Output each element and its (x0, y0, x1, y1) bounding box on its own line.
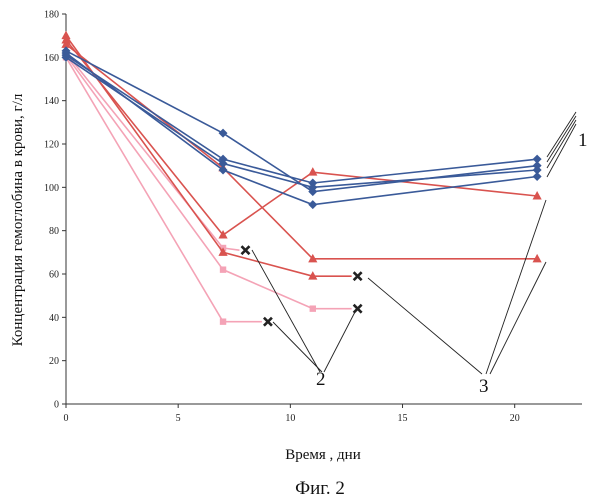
y-tick-label: 100 (44, 183, 59, 194)
x-axis-title: Время , дни (285, 447, 361, 463)
y-tick-label: 20 (49, 356, 59, 367)
series-7-line (66, 40, 537, 235)
x-tick-label: 20 (510, 413, 520, 424)
plot-area (61, 31, 541, 326)
square-point (220, 266, 226, 272)
diamond-point (533, 155, 542, 164)
x-tick-label: 0 (64, 413, 69, 424)
axes: 0 20 40 60 80 100 120 140 160 180 0 5 10 15 20 (44, 10, 582, 425)
callout-label-3: 3 (479, 376, 489, 397)
x-tick-label: 15 (398, 413, 408, 424)
diamond-point (219, 129, 228, 138)
triangle-point (61, 31, 70, 40)
callout-leader (547, 120, 576, 168)
callout-leader (490, 262, 546, 374)
x-tick-label: 10 (285, 413, 295, 424)
y-tick-label: 60 (49, 270, 59, 281)
y-tick-label: 80 (49, 226, 59, 237)
diamond-point (533, 172, 542, 181)
figure-caption: Фиг. 2 (295, 478, 345, 499)
y-axis-title: Концентрация гемоглобина в крови, г/л (10, 93, 26, 346)
callout-leader (368, 278, 482, 374)
series-9-line (66, 36, 313, 276)
callout-leader-lines (252, 112, 576, 374)
diamond-point (308, 200, 317, 209)
callout-leader (547, 116, 576, 162)
series-1-line (66, 55, 537, 183)
x-tick-label: 5 (176, 413, 181, 424)
y-tick-label: 0 (54, 400, 59, 411)
callout-leader (324, 310, 356, 372)
callout-label-2: 2 (316, 369, 326, 390)
y-tick-label: 40 (49, 313, 59, 324)
series-6-line (66, 57, 223, 321)
y-tick-label: 120 (44, 140, 59, 151)
callout-label-1: 1 (578, 130, 588, 151)
callout-leader (486, 200, 546, 374)
series-2-line (66, 57, 537, 187)
y-tick-label: 180 (44, 10, 59, 21)
series-5-line (66, 55, 313, 308)
y-tick-label: 140 (44, 96, 59, 107)
y-tick-label: 160 (44, 53, 59, 64)
callout-leader (273, 322, 322, 372)
triangle-point (308, 167, 317, 176)
series-0-line (66, 51, 537, 192)
